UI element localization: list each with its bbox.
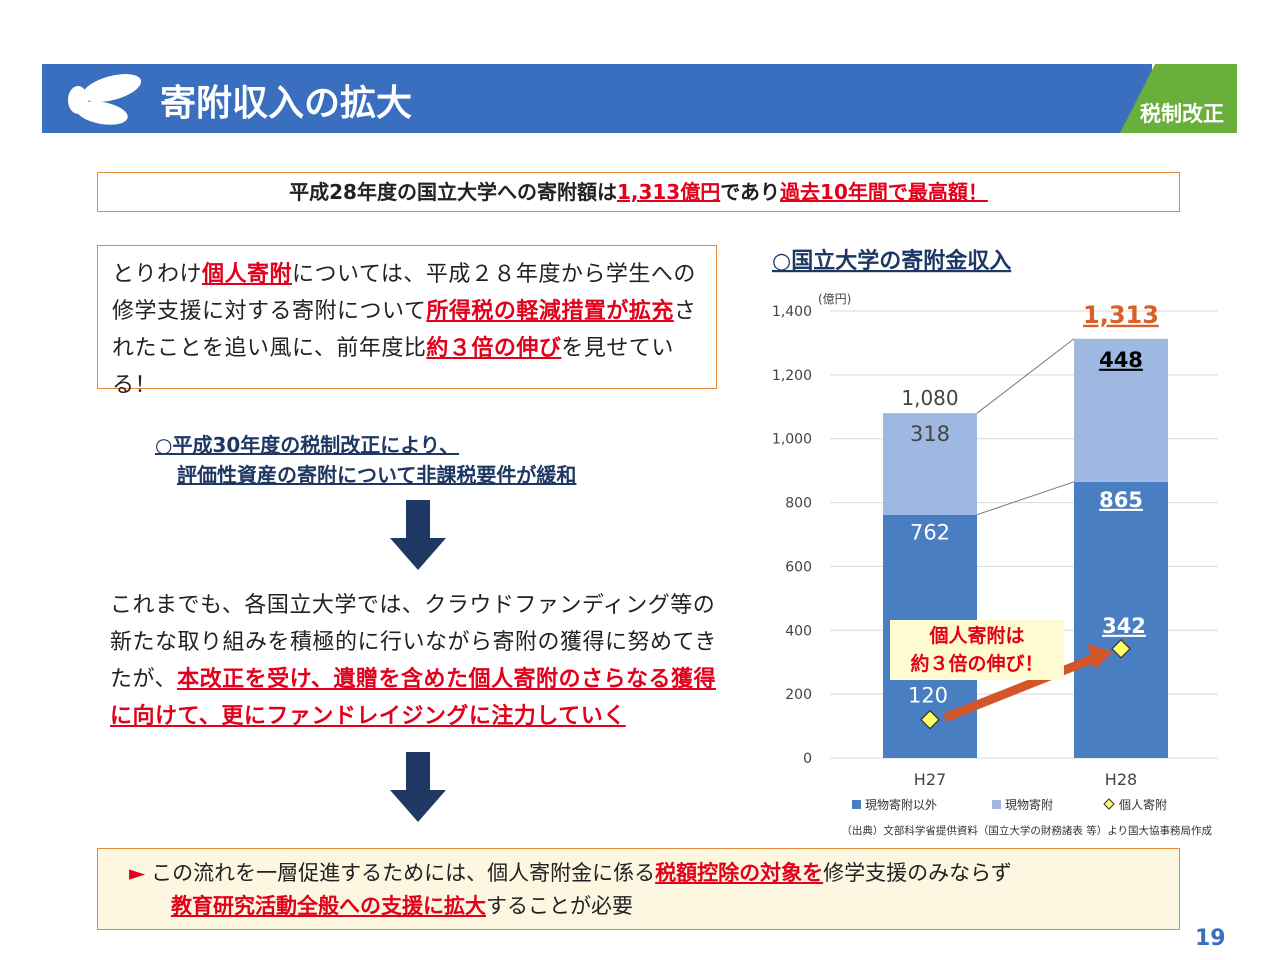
y-tick-label: 1,400 [772,304,812,320]
legend-label: 個人寄附 [1119,797,1167,812]
text-run: 約３倍の伸び [426,336,562,361]
connector [976,338,1075,414]
text-run: この流れを一層促進するためには、個人寄附金に係る [151,861,656,885]
tag: 税制改正 [1140,102,1224,126]
y-tick-label: 200 [785,687,812,703]
point-label: 342 [1102,614,1146,638]
point-label: 120 [908,684,948,708]
text-run: とりわけ [112,262,203,287]
source: （出典）文部科学省提供資料（国立大学の財務諸表 等）より国大協事務局作成 [841,824,1212,837]
header-bar [42,64,1152,133]
para2: これまでも、各国立大学では、クラウドファンディング等の新たな取り組みを積極的に行… [110,587,720,735]
value-label: 865 [1099,488,1143,512]
note-line: ○平成30年度の税制改正により、 [155,433,460,457]
y-tick-label: 1,000 [772,432,812,448]
y-unit: (億円) [818,292,851,306]
value-label: 318 [910,422,950,446]
y-tick-label: 400 [785,623,812,639]
arrow [390,752,446,822]
bottom-box: ► この流れを一層促進するためには、個人寄附金に係る税額控除の対象を修学支援のみな… [97,848,1180,930]
text-run: 所得税の軽減措置が拡充 [426,299,674,324]
title: 寄附収入の拡大 [160,83,413,124]
text-run: を見せている！ [112,336,674,398]
note-line: 評価性資産の寄附について非課税要件が緩和 [177,463,577,487]
chart-title: ○国立大学の寄附金収入 [772,248,1011,274]
text-run: については、平成２８年度から学生への修学支援に対する寄附について [112,262,696,324]
text-run: 1,313億円 [616,180,721,204]
note: ○平成30年度の税制改正により、 評価性資産の寄附について非課税要件が緩和 [155,430,576,490]
legend-label: 現物寄附 [1005,797,1053,812]
logo [68,74,142,125]
x-tick-label: H28 [1105,770,1137,789]
bar [883,514,977,758]
bottom-line: ► この流れを一層促進するためには、個人寄附金に係る税額控除の対象を修学支援のみな… [113,857,1164,890]
page-number: 19 [1195,926,1226,951]
bottom-line: 教育研究活動全般への支援に拡大することが必要 [113,890,1164,923]
headline: 平成28年度の国立大学への寄附額は1,313億円であり過去10年間で最高額！ [97,172,1180,212]
arrow-head [1087,643,1113,670]
y-tick-label: 800 [785,496,812,512]
box1: とりわけ個人寄附については、平成２８年度から学生への修学支援に対する寄附について… [97,245,717,398]
text-run: 教育研究活動全般への支援に拡大 [171,894,486,918]
y-tick-label: 0 [803,751,812,767]
legend-swatch [852,800,861,809]
bullet: ► [129,861,146,885]
legend-swatch [1103,798,1115,810]
legend-swatch [992,800,1001,809]
text-run: 税額控除の対象を [655,861,824,885]
total-label: 1,313 [1083,301,1159,329]
bar [1074,481,1168,758]
text-run: 過去10年間で最高額！ [780,180,988,204]
annotation: 個人寄附は [928,624,1024,647]
text-run: これまでも、各国立大学では、クラウドファンディング等の新たな取り組みを積極的に行… [110,593,717,692]
y-tick-label: 600 [785,559,812,575]
y-tick-label: 1,200 [772,368,812,384]
annotation-box [890,620,1064,680]
value-label: 762 [910,521,950,545]
trend-arrow [943,650,1105,722]
annotation: 約３倍の伸び！ [910,652,1043,675]
connector [976,481,1075,516]
legend-label: 現物寄附以外 [865,797,937,812]
text-run: することが必要 [486,894,633,918]
text-run: 修学支援のみならず [823,861,1012,885]
bar [1074,338,1168,482]
text-run: 平成28年度の国立大学への寄附額は [289,180,617,204]
arrow [390,500,446,570]
bar [883,413,977,515]
total-label: 1,080 [901,386,958,410]
point [1111,638,1131,659]
text-run: 本改正を受け、遺贈を含めた個人寄附のさらなる獲得に向けて、更にファンドレイジング… [110,667,716,729]
value-label: 448 [1099,348,1143,372]
text-run: であり [720,180,781,204]
text-run: 個人寄附 [202,262,293,287]
text-run: されたことを追い風に、前年度比 [112,299,697,361]
point [920,709,940,730]
x-tick-label: H27 [914,770,946,789]
